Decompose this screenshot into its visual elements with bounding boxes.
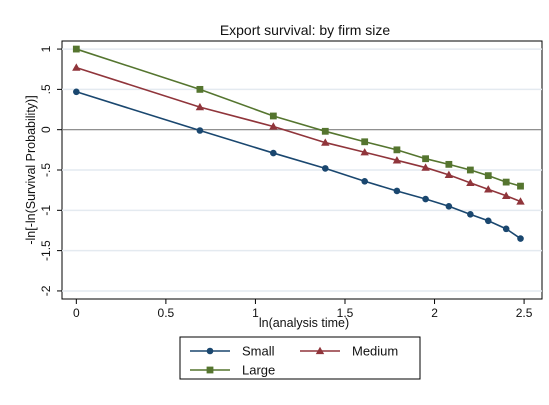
data-point-large [361,138,369,146]
series-large [72,45,524,190]
data-point-small [196,127,204,134]
data-point-medium [466,178,475,187]
legend-item-small: Small [190,344,275,359]
data-point-small [393,187,401,195]
data-point-small [484,217,492,225]
data-point-small [270,149,277,157]
series-medium [72,63,525,205]
data-point-large [196,85,204,93]
legend: Small Medium Large [179,336,421,380]
y-axis-label: -ln[-ln(Survival Probability)] [24,95,38,244]
y-tick-label: 1 [39,45,53,52]
data-point-medium [269,122,278,130]
data-point-medium [501,191,511,199]
data-point-large [484,172,492,180]
data-series [72,45,525,242]
data-point-large [269,112,277,120]
data-point-small [422,195,429,203]
series-small [73,88,524,242]
y-tick-label: -1 [39,205,53,216]
data-point-large [422,155,429,163]
data-point-medium [444,170,454,178]
data-point-medium [321,138,330,146]
data-point-large [445,160,453,168]
legend-label-small: Small [242,344,275,359]
chart-title: Export survival: by firm size [220,22,391,38]
x-tick-label: 0 [73,306,80,320]
data-point-small [467,211,474,218]
data-point-large [393,146,401,154]
y-axis-ticks: 1 .5 0 -.5 -1 -1.5 -2 [39,45,62,296]
data-point-small [73,88,80,96]
data-point-small [502,225,510,233]
data-point-large [321,127,329,135]
x-tick-label: 2.5 [516,306,533,320]
data-point-small [361,177,368,185]
legend-marker-medium [315,346,325,355]
x-tick-label: 1 [252,306,259,320]
y-tick-label: 0 [39,126,53,133]
legend-marker-large [206,366,214,374]
data-point-large [517,182,524,190]
data-point-medium [484,185,493,193]
y-tick-label: -2 [39,285,53,296]
data-point-medium [195,102,205,111]
data-point-large [466,166,474,174]
legend-item-medium: Medium [300,344,398,359]
y-tick-label: -.5 [39,163,53,177]
data-point-medium [516,197,525,205]
data-point-medium [421,163,430,171]
legend-label-medium: Medium [352,344,398,359]
data-point-large [502,178,510,186]
data-point-small [321,165,329,172]
legend-item-large: Large [190,363,275,378]
data-point-medium [392,156,402,164]
y-tick-label: -1.5 [39,240,53,261]
y-tick-label: .5 [39,84,53,94]
x-axis-label: ln(analysis time) [259,316,349,330]
x-tick-label: 1.5 [337,306,354,320]
legend-marker-small [206,347,214,355]
data-point-medium [360,148,369,156]
data-point-large [72,45,80,53]
x-tick-label: 2 [431,306,438,320]
x-tick-label: 0.5 [158,306,175,320]
data-point-medium [72,63,81,71]
data-point-small [445,202,453,210]
legend-label-large: Large [242,363,275,378]
x-axis-ticks: 0 0.5 1 1.5 2 2.5 [73,299,533,320]
data-point-small [517,235,524,242]
legend-box [179,336,421,380]
